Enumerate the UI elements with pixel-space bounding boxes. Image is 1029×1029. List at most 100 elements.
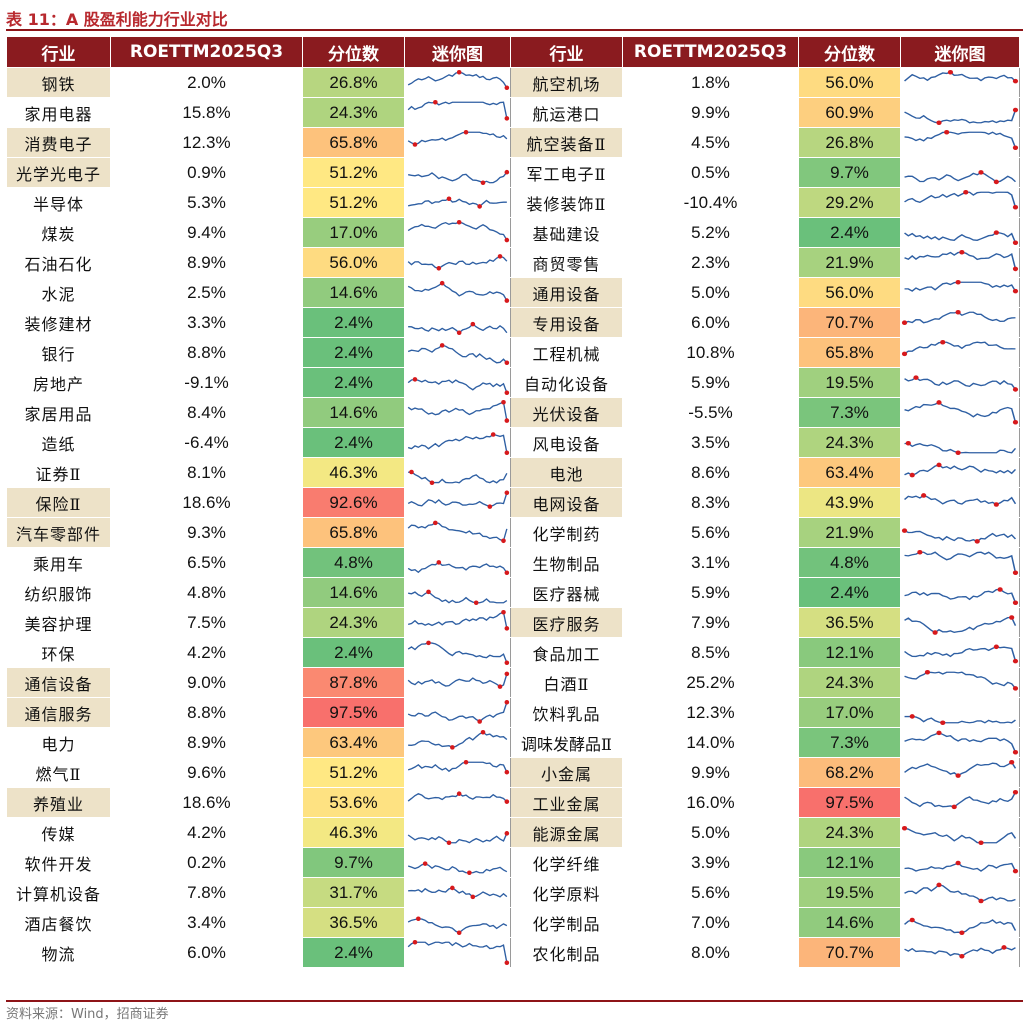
- header-roe-left: ROETTM2025Q3: [110, 36, 303, 68]
- sparkline-cell-right: [900, 397, 1020, 428]
- sparkline-line: [407, 761, 508, 773]
- table-row: 美容护理 7.5% 24.3% 医疗服务 7.9% 36.5%: [6, 607, 1020, 638]
- roe-value-left: 4.8%: [110, 577, 303, 608]
- industry-name-left: 养殖业: [6, 787, 111, 818]
- sparkline-cell-left: [404, 937, 511, 968]
- roe-value-left: 6.0%: [110, 937, 303, 968]
- sparkline-right-28: [904, 917, 1017, 936]
- sparkline-left-5: [407, 219, 510, 243]
- sparkline-max-marker: [913, 375, 919, 380]
- roe-value-left: -9.1%: [110, 367, 303, 398]
- sparkline-max-marker: [993, 230, 999, 235]
- sparkline-left-6: [407, 254, 508, 271]
- sparkline-cell-right: [900, 757, 1020, 788]
- table-row: 银行 8.8% 2.4% 工程机械 10.8% 65.8%: [6, 337, 1020, 368]
- roe-value-left: 8.9%: [110, 727, 303, 758]
- sparkline-max-marker: [909, 917, 915, 923]
- sparkline-max-marker: [433, 99, 438, 105]
- industry-name-left: 酒店餐饮: [6, 907, 111, 938]
- sparkline-min-marker: [467, 870, 472, 876]
- sparkline-min-marker: [940, 720, 946, 726]
- industry-name-left: 钢铁: [6, 67, 111, 98]
- industry-name-left: 通信服务: [6, 697, 111, 728]
- roe-value-left: 8.4%: [110, 397, 303, 428]
- roe-value-left: 18.6%: [110, 787, 303, 818]
- table-row: 通信设备 9.0% 87.8% 白酒Ⅱ 25.2% 24.3%: [6, 667, 1020, 698]
- industry-name-right: 生物制品: [510, 547, 623, 578]
- roe-value-left: 8.9%: [110, 247, 303, 278]
- sparkline-left-16: [407, 560, 510, 576]
- sparkline-cell-right: [900, 457, 1020, 488]
- sparkline-cell-left: [404, 397, 511, 428]
- industry-name-left: 软件开发: [6, 847, 111, 878]
- sparkline-left-18: [407, 609, 510, 631]
- table-row: 装修建材 3.3% 2.4% 专用设备 6.0% 70.7%: [6, 307, 1020, 338]
- sparkline-max-marker: [901, 528, 908, 533]
- percentile-value-left: 65.8%: [302, 127, 405, 158]
- sparkline-cell-left: [404, 97, 511, 128]
- sparkline-min-marker: [504, 626, 510, 631]
- roe-value-left: 5.3%: [110, 187, 303, 218]
- sparkline-line: [407, 673, 508, 688]
- sparkline-max-marker: [456, 791, 462, 796]
- industry-name-left: 消费电子: [6, 127, 111, 158]
- sparkline-right-18: [904, 615, 1017, 635]
- bottom-rule: [6, 1000, 1023, 1002]
- roe-value-right: 9.9%: [622, 97, 799, 128]
- roe-value-right: 16.0%: [622, 787, 799, 818]
- industry-name-right: 医疗服务: [510, 607, 623, 638]
- industry-name-left: 电力: [6, 727, 111, 758]
- sparkline-max-marker: [944, 129, 950, 135]
- sparkline-line: [407, 344, 508, 364]
- sparkline-cell-right: [900, 367, 1020, 398]
- sparkline-line: [904, 376, 1017, 390]
- sparkline-line: [407, 282, 508, 301]
- percentile-value-left: 2.4%: [302, 337, 405, 368]
- sparkline-max-marker: [426, 640, 431, 646]
- sparkline-right-23: [904, 759, 1017, 778]
- sparkline-line: [407, 702, 508, 723]
- percentile-value-right: 60.9%: [798, 97, 901, 128]
- percentile-value-right: 70.7%: [798, 307, 901, 338]
- table-row: 乘用车 6.5% 4.8% 生物制品 3.1% 4.8%: [6, 547, 1020, 578]
- table-row: 物流 6.0% 2.4% 农化制品 8.0% 70.7%: [6, 937, 1020, 968]
- sparkline-min-marker: [1012, 658, 1019, 664]
- roe-value-right: 5.6%: [622, 877, 799, 908]
- sparkline-max-marker: [470, 321, 476, 327]
- sparkline-cell-right: [900, 247, 1020, 278]
- sparkline-cell-left: [404, 157, 511, 188]
- sparkline-cell-left: [404, 217, 511, 248]
- sparkline-cell-right: [900, 907, 1020, 938]
- sparkline-right-9: [901, 339, 1016, 357]
- sparkline-max-marker: [439, 343, 445, 348]
- title-rule: [6, 29, 1023, 31]
- sparkline-min-marker: [473, 600, 479, 606]
- sparkline-line: [904, 791, 1017, 808]
- sparkline-cell-right: [900, 67, 1020, 98]
- roe-value-right: 3.1%: [622, 547, 799, 578]
- roe-value-right: 5.0%: [622, 817, 799, 848]
- roe-value-right: 5.0%: [622, 277, 799, 308]
- roe-value-right: 8.6%: [622, 457, 799, 488]
- sparkline-right-27: [904, 882, 1016, 904]
- sparkline-left-1: [407, 99, 510, 121]
- sparkline-cell-left: [404, 517, 511, 548]
- sparkline-max-marker: [504, 490, 510, 496]
- sparkline-max-marker: [1001, 945, 1007, 950]
- sparkline-min-marker: [504, 660, 510, 666]
- sparkline-line: [904, 715, 1016, 724]
- sparkline-min-marker: [955, 773, 961, 778]
- table-row: 造纸 -6.4% 2.4% 风电设备 3.5% 24.3%: [6, 427, 1020, 458]
- percentile-value-right: 2.4%: [798, 577, 901, 608]
- percentile-value-right: 17.0%: [798, 697, 901, 728]
- roe-value-left: 12.3%: [110, 127, 303, 158]
- sparkline-max-marker: [412, 939, 418, 945]
- percentile-value-right: 97.5%: [798, 787, 901, 818]
- sparkline-max-marker: [490, 432, 496, 437]
- sparkline-line: [407, 221, 508, 241]
- sparkline-cell-left: [404, 337, 511, 368]
- sparkline-min-marker: [504, 960, 510, 966]
- sparkline-right-14: [904, 493, 1017, 507]
- sparkline-max-marker: [955, 309, 961, 315]
- sparkline-line: [904, 171, 1017, 183]
